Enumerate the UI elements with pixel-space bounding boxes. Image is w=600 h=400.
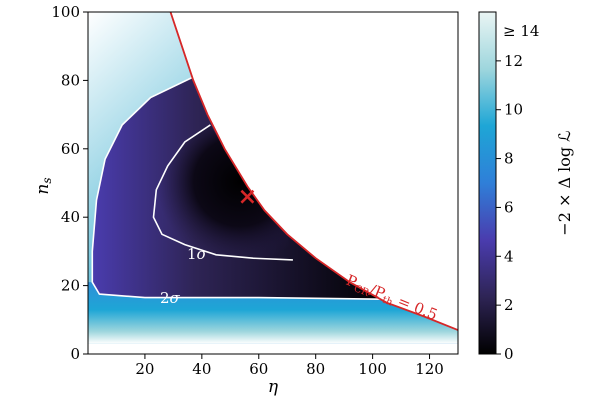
boundary-curve (169, 12, 458, 331)
y-axis-ticks: 0 20 40 60 80 100 (51, 3, 88, 363)
colorbar-tick-label: 0 (504, 345, 514, 363)
y-tick-label: 0 (70, 345, 80, 363)
colorbar-gradient (478, 11, 497, 355)
colorbar-tick-label: 2 (504, 296, 514, 314)
best-fit-marker (240, 189, 255, 204)
y-tick-label: 20 (61, 277, 80, 295)
y-tick-label: 80 (61, 71, 80, 89)
contour-line-1sigma (152, 124, 293, 261)
plot-area (88, 12, 458, 354)
best-fit-stroke-b (240, 189, 255, 204)
y-tick-label: 100 (51, 3, 80, 21)
x-tick-label: 120 (415, 360, 444, 378)
contour-label-1sigma: 1σ (187, 245, 208, 263)
colorbar: 0 2 4 6 8 10 12 ≥ 14 −2 × Δ log ℒ (478, 11, 574, 363)
x-tick-label: 100 (358, 360, 387, 378)
contour-label-2sigma: 2σ (160, 289, 181, 307)
colorbar-tick-label: 4 (504, 247, 514, 265)
boundary-label-sub1: CR (352, 283, 371, 299)
colorbar-top-label: ≥ 14 (503, 22, 539, 40)
colorbar-ticks: 0 2 4 6 8 10 12 (496, 52, 523, 363)
contour-line-2sigma (91, 76, 387, 301)
y-axis-label: ns (33, 177, 54, 194)
y-tick-label: 60 (61, 140, 80, 158)
boundary-label-sub2: th (380, 295, 394, 309)
colorbar-tick-label: 10 (504, 101, 523, 119)
x-axis-label: η (268, 377, 279, 397)
colorbar-tick-label: 12 (504, 52, 523, 70)
colorbar-tick-label: 8 (504, 150, 514, 168)
heatmap-core (153, 124, 293, 260)
colorbar-label: −2 × Δ log ℒ (555, 130, 574, 235)
x-tick-label: 60 (249, 360, 268, 378)
x-axis-ticks: 20 40 60 80 100 120 (135, 354, 444, 378)
x-tick-label: 20 (135, 360, 154, 378)
y-tick-label: 40 (61, 208, 80, 226)
excluded-region (88, 12, 458, 354)
plot-frame (87, 11, 459, 355)
x-tick-label: 40 (192, 360, 211, 378)
colorbar-tick-label: 6 (504, 198, 514, 216)
x-tick-label: 80 (306, 360, 325, 378)
